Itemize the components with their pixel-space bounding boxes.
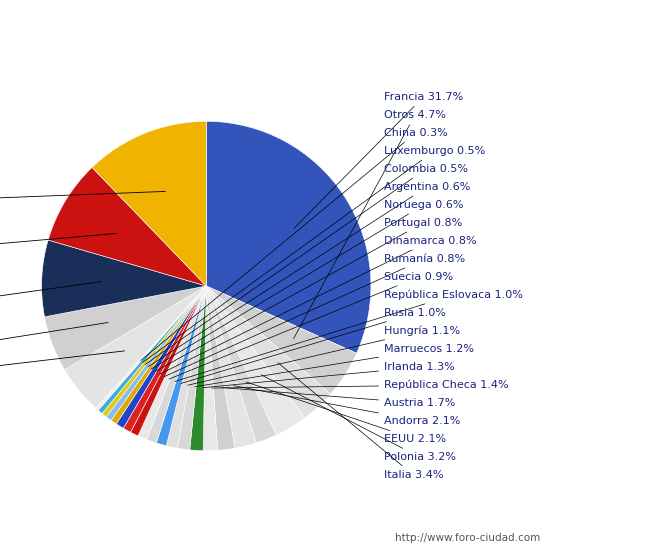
Text: Italia 3.4%: Italia 3.4% xyxy=(278,362,443,480)
Text: Austria 1.7%: Austria 1.7% xyxy=(222,388,456,408)
Wedge shape xyxy=(147,286,206,443)
Text: Francia 31.7%: Francia 31.7% xyxy=(294,92,463,228)
Wedge shape xyxy=(206,286,276,443)
Text: República Checa 1.4%: República Checa 1.4% xyxy=(212,380,509,390)
Wedge shape xyxy=(102,286,206,417)
Wedge shape xyxy=(206,286,235,450)
Text: República Eslovaca 1.0%: República Eslovaca 1.0% xyxy=(175,290,523,382)
Wedge shape xyxy=(42,240,206,317)
Wedge shape xyxy=(177,286,206,450)
Text: Otros 4.7%: Otros 4.7% xyxy=(294,109,446,339)
Text: Irlanda 1.3%: Irlanda 1.3% xyxy=(203,362,455,388)
Text: Polonia 3.2%: Polonia 3.2% xyxy=(261,375,456,463)
Wedge shape xyxy=(138,286,206,439)
Wedge shape xyxy=(96,286,206,410)
Text: Colombia 0.5%: Colombia 0.5% xyxy=(145,164,468,365)
Wedge shape xyxy=(106,286,206,420)
Wedge shape xyxy=(190,286,206,450)
Wedge shape xyxy=(157,286,206,446)
Wedge shape xyxy=(111,286,206,424)
Wedge shape xyxy=(206,286,357,394)
Text: Rumanía 0.8%: Rumanía 0.8% xyxy=(164,254,465,377)
Text: Suecia 0.9%: Suecia 0.9% xyxy=(169,272,453,379)
Text: Luxemburgo 0.5%: Luxemburgo 0.5% xyxy=(143,146,486,362)
Wedge shape xyxy=(206,286,305,435)
Text: Andorra 2.1%: Andorra 2.1% xyxy=(233,386,460,426)
Text: http://www.foro-ciudad.com: http://www.foro-ciudad.com xyxy=(395,532,541,543)
Text: EEUU 2.1%: EEUU 2.1% xyxy=(246,382,447,444)
Wedge shape xyxy=(48,167,206,286)
Wedge shape xyxy=(116,286,206,428)
Text: Rusia 1.0%: Rusia 1.0% xyxy=(181,308,446,383)
Wedge shape xyxy=(203,286,218,450)
Text: Marruecos 1.2%: Marruecos 1.2% xyxy=(195,344,474,387)
Text: Portugal 0.8%: Portugal 0.8% xyxy=(155,218,462,372)
Wedge shape xyxy=(206,122,371,353)
Text: Dinamarca 0.8%: Dinamarca 0.8% xyxy=(160,236,476,374)
Wedge shape xyxy=(166,286,206,448)
Text: Países Bajos 7.5%: Países Bajos 7.5% xyxy=(0,282,101,311)
Text: Calafell - Turistas extranjeros según país - Agosto de 2024: Calafell - Turistas extranjeros según pa… xyxy=(83,15,567,31)
Text: Alemania 12.2%: Alemania 12.2% xyxy=(0,191,165,205)
Text: Bélgica 5.5%: Bélgica 5.5% xyxy=(0,322,108,354)
Text: Hungría 1.1%: Hungría 1.1% xyxy=(188,326,460,385)
Wedge shape xyxy=(131,286,206,436)
Text: Argentina 0.6%: Argentina 0.6% xyxy=(148,182,471,367)
Wedge shape xyxy=(92,122,206,286)
Wedge shape xyxy=(124,286,206,432)
Wedge shape xyxy=(206,286,256,448)
Text: Noruega 0.6%: Noruega 0.6% xyxy=(151,200,463,369)
Wedge shape xyxy=(64,286,206,408)
Wedge shape xyxy=(206,286,330,418)
Text: Suiza 4.8%: Suiza 4.8% xyxy=(0,351,124,377)
Text: China 0.3%: China 0.3% xyxy=(140,128,448,361)
Wedge shape xyxy=(44,286,206,370)
Text: Reino Unido 8.3%: Reino Unido 8.3% xyxy=(0,233,116,255)
Wedge shape xyxy=(98,286,206,414)
